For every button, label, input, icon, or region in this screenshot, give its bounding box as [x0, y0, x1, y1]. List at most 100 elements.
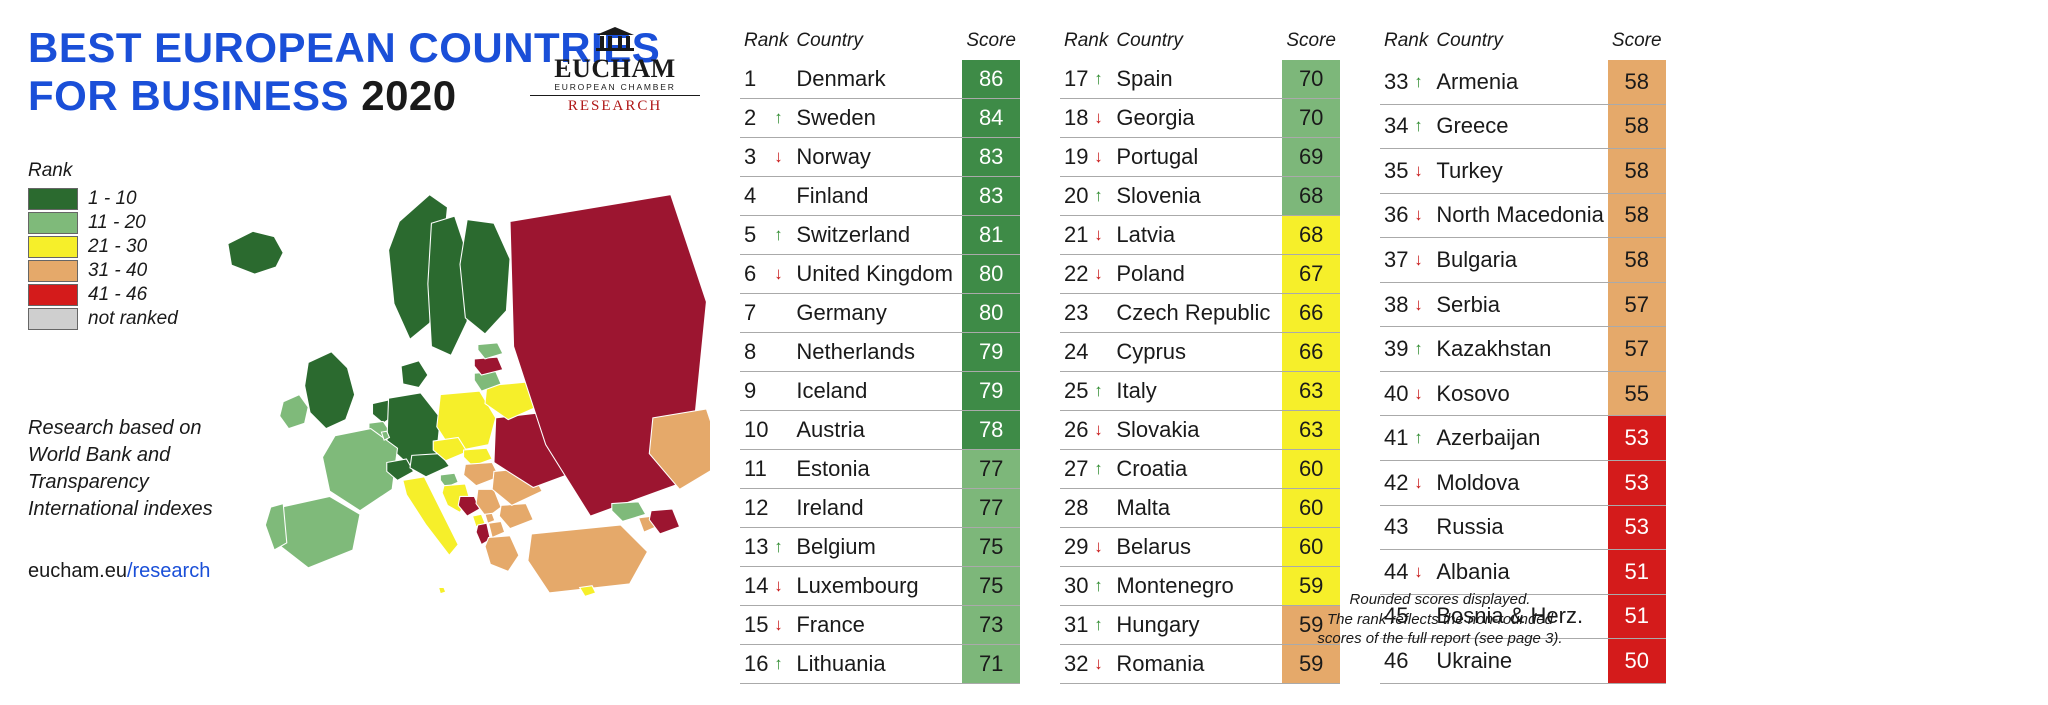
cell-score: 58: [1608, 193, 1666, 238]
arrow-down-icon: ↓: [774, 138, 792, 177]
table-row: 17↑Spain70: [1060, 60, 1340, 99]
cell-score: 78: [962, 411, 1020, 450]
cell-rank: 40: [1380, 371, 1414, 416]
cell-country: Belarus: [1112, 528, 1282, 567]
header-score: Score: [1282, 30, 1340, 60]
cell-rank: 29: [1060, 528, 1094, 567]
arrow-up-icon: ↑: [1094, 177, 1112, 216]
map-country-ireland: [280, 395, 309, 429]
table-row: 18↓Georgia70: [1060, 99, 1340, 138]
cell-country: Italy: [1112, 372, 1282, 411]
temple-icon: [592, 26, 638, 52]
cell-rank: 12: [740, 489, 774, 528]
cell-score: 80: [962, 255, 1020, 294]
cell-country: Albania: [1432, 550, 1608, 595]
arrow-down-icon: ↓: [1094, 138, 1112, 177]
cell-rank: 39: [1380, 327, 1414, 372]
cell-rank: 13: [740, 528, 774, 567]
logo-sub-text: EUROPEAN CHAMBER: [530, 82, 700, 92]
cell-country: Slovakia: [1112, 411, 1282, 450]
cell-rank: 22: [1060, 255, 1094, 294]
legend-row: 1 - 10: [28, 188, 178, 210]
map-country-cyprus: [580, 586, 596, 597]
cell-country: Montenegro: [1112, 567, 1282, 606]
table-row: 1Denmark86: [740, 60, 1020, 99]
table-row: 35↓Turkey58: [1380, 149, 1666, 194]
table-row: 26↓Slovakia63: [1060, 411, 1340, 450]
table-row: 34↑Greece58: [1380, 104, 1666, 149]
cell-country: Germany: [792, 294, 962, 333]
cell-country: Malta: [1112, 489, 1282, 528]
cell-country: Cyprus: [1112, 333, 1282, 372]
table-row: 27↑Croatia60: [1060, 450, 1340, 489]
cell-score: 63: [1282, 372, 1340, 411]
cell-score: 75: [962, 528, 1020, 567]
table-row: 4Finland83: [740, 177, 1020, 216]
cell-country: Ireland: [792, 489, 962, 528]
table-row: 19↓Portugal69: [1060, 138, 1340, 177]
table-row: 22↓Poland67: [1060, 255, 1340, 294]
legend-row: not ranked: [28, 308, 178, 330]
cell-score: 60: [1282, 489, 1340, 528]
cell-rank: 19: [1060, 138, 1094, 177]
cell-rank: 32: [1060, 645, 1094, 684]
cell-score: 51: [1608, 550, 1666, 595]
cell-country: North Macedonia: [1432, 193, 1608, 238]
arrow-none: [1094, 489, 1112, 528]
cell-score: 60: [1282, 528, 1340, 567]
arrow-none: [774, 372, 792, 411]
map-country-malta: [439, 588, 446, 594]
arrow-up-icon: ↑: [774, 645, 792, 684]
cell-score: 68: [1282, 216, 1340, 255]
cell-rank: 18: [1060, 99, 1094, 138]
cell-score: 70: [1282, 60, 1340, 99]
map-country-portugal: [265, 504, 286, 550]
map-country-spain: [276, 496, 360, 567]
cell-score: 70: [1282, 99, 1340, 138]
cell-rank: 1: [740, 60, 774, 99]
arrow-down-icon: ↓: [1414, 550, 1432, 595]
legend-swatch: [28, 236, 78, 258]
cell-rank: 27: [1060, 450, 1094, 489]
cell-country: Sweden: [792, 99, 962, 138]
cell-score: 53: [1608, 505, 1666, 550]
table-row: 12Ireland77: [740, 489, 1020, 528]
arrow-up-icon: ↑: [1414, 104, 1432, 149]
arrow-down-icon: ↓: [1414, 149, 1432, 194]
legend-swatch: [28, 212, 78, 234]
table-row: 20↑Slovenia68: [1060, 177, 1340, 216]
cell-score: 83: [962, 138, 1020, 177]
cell-rank: 10: [740, 411, 774, 450]
cell-rank: 38: [1380, 282, 1414, 327]
cell-country: Romania: [1112, 645, 1282, 684]
map-country-northmacedonia: [489, 521, 505, 537]
cell-score: 66: [1282, 294, 1340, 333]
map-country-turkey: [528, 525, 648, 593]
legend-label: 1 - 10: [88, 188, 137, 210]
rank-legend: Rank 1 - 1011 - 2021 - 3031 - 4041 - 46n…: [28, 160, 178, 332]
cell-score: 71: [962, 645, 1020, 684]
arrow-none: [774, 60, 792, 99]
cell-country: Iceland: [792, 372, 962, 411]
cell-country: Portugal: [1112, 138, 1282, 177]
table-row: 24Cyprus66: [1060, 333, 1340, 372]
table-row: 36↓North Macedonia58: [1380, 193, 1666, 238]
arrow-down-icon: ↓: [1094, 255, 1112, 294]
legend-row: 11 - 20: [28, 212, 178, 234]
cell-country: United Kingdom: [792, 255, 962, 294]
map-country-greece: [485, 536, 519, 572]
cell-score: 80: [962, 294, 1020, 333]
arrow-none: [774, 294, 792, 333]
header-score: Score: [962, 30, 1020, 60]
header-rank: Rank: [740, 30, 792, 60]
table-row: 37↓Bulgaria58: [1380, 238, 1666, 283]
site-domain: eucham.eu: [28, 560, 127, 582]
cell-country: Poland: [1112, 255, 1282, 294]
arrow-down-icon: ↓: [1094, 216, 1112, 255]
arrow-down-icon: ↓: [1414, 238, 1432, 283]
table-row: 32↓Romania59: [1060, 645, 1340, 684]
cell-score: 73: [962, 606, 1020, 645]
site-link[interactable]: eucham.eu/research: [28, 560, 210, 583]
arrow-up-icon: ↑: [1094, 606, 1112, 645]
table-row: 7Germany80: [740, 294, 1020, 333]
